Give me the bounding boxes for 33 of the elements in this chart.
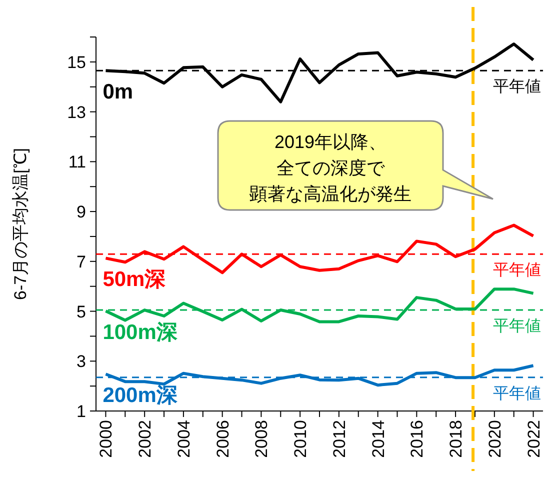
y-tick-label: 1 — [76, 402, 86, 421]
x-tick-label: 2006 — [213, 420, 232, 458]
series-label: 50m深 — [102, 268, 166, 292]
series-label: 200m深 — [102, 384, 178, 408]
callout: 2019年以降、 全ての深度で 顕著な高温化が発生 — [217, 120, 494, 211]
x-tick-label: 2000 — [96, 420, 116, 458]
ref-line-label: 平年値 — [493, 385, 541, 402]
x-tick-label: 2008 — [252, 420, 272, 458]
x-tick-label: 2004 — [174, 420, 194, 458]
y-tick-label: 3 — [76, 352, 86, 372]
x-tick-label: 2014 — [368, 420, 388, 458]
ref-line-label: 平年値 — [493, 78, 541, 96]
series-label: 100m深 — [102, 321, 178, 344]
x-tick-label: 2012 — [330, 420, 349, 458]
y-tick-label: 5 — [76, 302, 86, 322]
ref-line-label: 平年値 — [493, 262, 541, 280]
y-tick-label: 13 — [67, 102, 86, 122]
x-tick-label: 2018 — [446, 420, 466, 458]
annotation: 顕著な高温化が発生 — [248, 184, 412, 204]
y-tick-label: 7 — [76, 252, 86, 272]
y-axis-title: 6-7月の平均水温[℃] — [11, 148, 30, 300]
y-tick-label: 11 — [68, 152, 86, 172]
x-tick-label: 2020 — [485, 420, 504, 458]
y-tick-label: 9 — [76, 202, 86, 222]
x-tick-label: 2002 — [136, 420, 155, 458]
annotation: 全ての深度で — [276, 158, 386, 178]
x-tick-label: 2022 — [524, 420, 544, 458]
x-tick-label: 2010 — [291, 420, 310, 458]
annotation: 2019年以降、 — [274, 132, 387, 152]
x-tick-label: 2016 — [408, 420, 427, 458]
y-tick-label: 15 — [67, 52, 86, 72]
series-label: 0m — [102, 80, 134, 104]
ref-line-label: 平年値 — [493, 318, 541, 336]
